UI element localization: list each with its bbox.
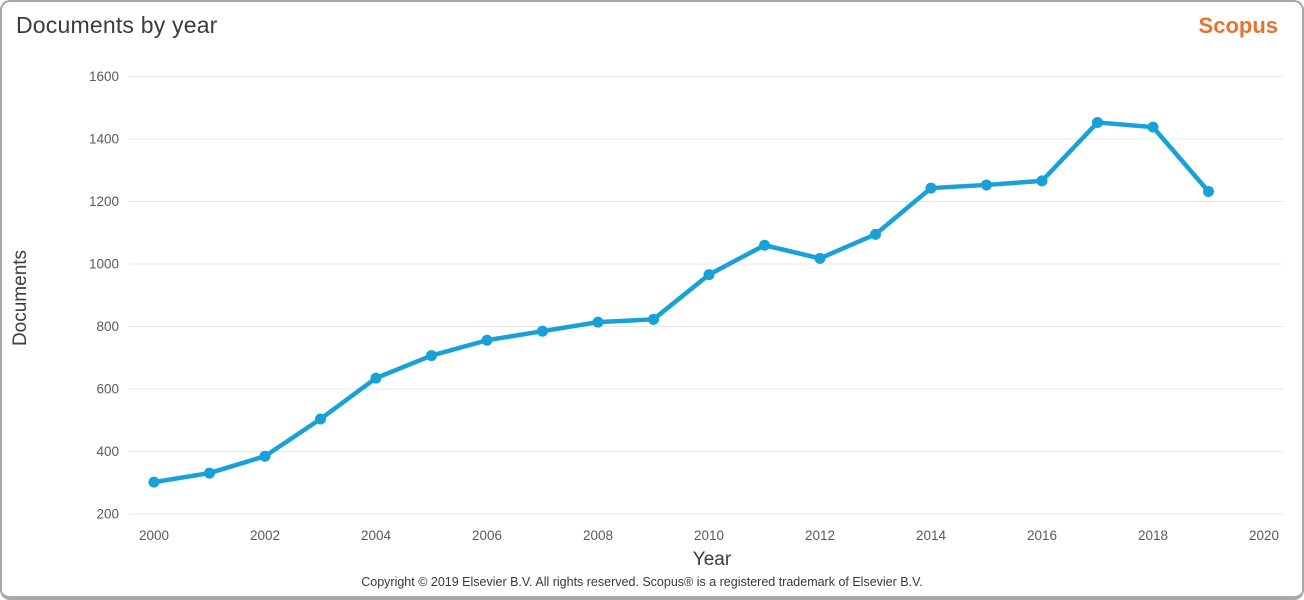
chart-title: Documents by year: [16, 12, 218, 38]
y-tick-label-400: 400: [96, 444, 119, 459]
x-tick-label-2016: 2016: [1027, 528, 1057, 543]
x-tick-label-2008: 2008: [583, 528, 613, 543]
data-point-2009[interactable]: [648, 313, 659, 325]
data-point-2019[interactable]: [1203, 186, 1214, 197]
data-point-2003[interactable]: [315, 413, 326, 425]
scopus-logo[interactable]: Scopus: [1198, 13, 1278, 38]
y-tick-label-200: 200: [96, 507, 119, 522]
data-point-2002[interactable]: [259, 450, 271, 462]
data-point-2000[interactable]: [148, 476, 160, 488]
data-point-2007[interactable]: [537, 325, 548, 337]
y-tick-label-800: 800: [96, 319, 119, 334]
data-point-2006[interactable]: [481, 334, 493, 346]
documents-trend-line: [151, 120, 1211, 485]
data-point-2008[interactable]: [592, 316, 604, 328]
x-tick-label-2004: 2004: [361, 528, 392, 543]
data-point-2004[interactable]: [370, 372, 382, 384]
x-axis-label: Year: [693, 549, 732, 570]
x-tick-label-2020: 2020: [1249, 528, 1279, 543]
data-point-2012[interactable]: [814, 252, 826, 264]
data-point-2018[interactable]: [1147, 121, 1159, 133]
y-tick-label-600: 600: [96, 382, 119, 397]
y-tick-label-1600: 1600: [89, 69, 119, 84]
x-tick-labels-group: 2000 2002 2004 2006 2008 2010 2012 2014 2016 2018…: [139, 528, 1279, 543]
data-point-2005[interactable]: [426, 350, 437, 362]
x-tick-label-2014: 2014: [916, 528, 947, 543]
y-axis-label: Documents: [10, 250, 31, 346]
y-tick-label-1400: 1400: [89, 132, 119, 147]
x-tick-label-2018: 2018: [1138, 528, 1168, 543]
y-tick-label-1200: 1200: [89, 194, 119, 209]
x-tick-label-2000: 2000: [139, 528, 169, 543]
data-point-2010[interactable]: [703, 269, 715, 281]
data-point-2015[interactable]: [981, 179, 992, 191]
copyright-text: Copyright © 2019 Elsevier B.V. All right…: [361, 575, 923, 589]
gridlines-group: [129, 76, 1283, 515]
x-tick-label-2006: 2006: [472, 528, 502, 543]
data-point-2014[interactable]: [925, 182, 937, 194]
data-series-group: [148, 116, 1214, 488]
data-point-2013[interactable]: [870, 228, 881, 240]
x-tick-label-2012: 2012: [805, 528, 835, 543]
x-tick-label-2010: 2010: [694, 528, 724, 543]
data-point-2016[interactable]: [1036, 175, 1048, 187]
x-tick-label-2002: 2002: [250, 528, 280, 543]
y-tick-label-1000: 1000: [89, 257, 119, 272]
data-point-2017[interactable]: [1092, 116, 1103, 128]
data-point-2011[interactable]: [759, 239, 770, 251]
y-tick-labels-group: 200 400 600 800 1000 1200 1400 1600: [89, 69, 119, 522]
data-point-2001[interactable]: [204, 467, 215, 479]
